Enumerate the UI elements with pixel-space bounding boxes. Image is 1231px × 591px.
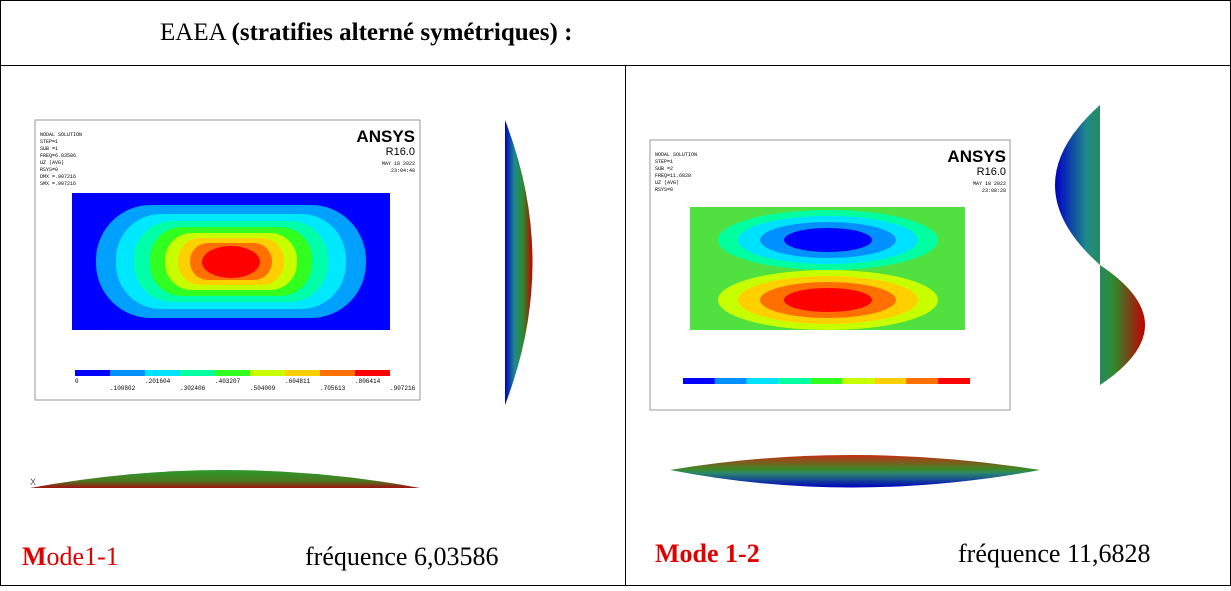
ansys-info: NODAL SOLUTION	[655, 152, 697, 158]
legend-swatch	[906, 378, 938, 384]
bottom-profile	[670, 455, 1040, 488]
ansys-info: UZ (AVG)	[40, 160, 64, 166]
side-profile	[505, 120, 533, 405]
ansys-info: FREQ=6.03586	[40, 153, 76, 159]
contour-core	[202, 246, 260, 278]
legend-swatch	[250, 370, 285, 376]
legend-swatch	[320, 370, 355, 376]
frequency: fréquence 6,03586	[305, 542, 498, 571]
legend-swatch	[285, 370, 320, 376]
ansys-info: STEP=1	[655, 159, 673, 165]
ansys-logo: ANSYS	[947, 147, 1006, 166]
legend-label: .100802	[110, 385, 136, 392]
legend-label: .403207	[215, 378, 241, 385]
legend-swatch	[683, 378, 715, 384]
ansys-date: MAY 18 2022	[382, 161, 415, 167]
ansys-version: R16.0	[386, 146, 415, 158]
legend-swatch	[938, 378, 970, 384]
legend-label: .907216	[390, 385, 416, 392]
mode-label: Mode 1-2	[655, 539, 760, 568]
ansys-info: FREQ=11.6828	[655, 173, 691, 179]
legend-swatch	[779, 378, 811, 384]
ansys-info: UZ (AVG)	[655, 180, 679, 186]
legend-label: .504009	[250, 385, 276, 392]
ansys-info: SUB =1	[40, 146, 58, 152]
ansys-info: NODAL SOLUTION	[40, 132, 82, 138]
ansys-info: RSYS=0	[655, 187, 673, 193]
side-profile	[1055, 105, 1145, 385]
mode-initial: M	[22, 542, 47, 571]
legend-swatch	[811, 378, 843, 384]
legend-swatch	[355, 370, 390, 376]
legend-label: .705613	[320, 385, 346, 392]
ansys-date: 23:08:28	[982, 188, 1006, 194]
legend-swatch	[215, 370, 250, 376]
legend-swatch	[75, 370, 110, 376]
legend-label: 0	[75, 378, 79, 385]
ansys-date: MAY 18 2022	[973, 181, 1006, 187]
frequency: fréquence 11,6828	[958, 539, 1151, 568]
ansys-info: DMX =.907216	[40, 174, 76, 180]
legend-label: .201604	[145, 378, 171, 385]
header: EAEA (stratifies alterné symétriques) :	[160, 19, 572, 46]
ansys-info: SMX =.907216	[40, 181, 76, 187]
contour-core	[784, 228, 872, 252]
axis-marker: X	[30, 477, 36, 487]
document: EAEA (stratifies alterné symétriques) : …	[0, 0, 1231, 586]
mode-rest: ode1-1	[47, 542, 119, 571]
ansys-date: 23:04:48	[391, 168, 415, 174]
mode-label: Mode1-1	[22, 542, 119, 571]
ansys-info: STEP=1	[40, 139, 58, 145]
header-prefix: EAEA	[160, 19, 227, 46]
ansys-info: RSYS=0	[40, 167, 58, 173]
legend-swatch	[747, 378, 779, 384]
ansys-plot-1: 0 .201604 .403207 .604811 .806414 .100802 .302…	[35, 120, 420, 400]
bottom-profile	[30, 470, 420, 488]
legend-swatch	[715, 378, 747, 384]
page: {"header": {"prefix": "EAEA", "title": "…	[0, 0, 1231, 586]
legend-swatch	[874, 378, 906, 384]
legend-swatch	[842, 378, 874, 384]
ansys-version: R16.0	[977, 166, 1006, 178]
legend-label: .806414	[355, 378, 381, 385]
ansys-logo: ANSYS	[356, 127, 415, 146]
legend-swatch	[110, 370, 145, 376]
legend-label: .604811	[285, 378, 311, 385]
header-title: (stratifies alterné symétriques) :	[232, 19, 573, 46]
legend-swatch	[145, 370, 180, 376]
legend-swatch	[180, 370, 215, 376]
contour-core	[784, 288, 872, 312]
legend-label: .302406	[180, 385, 206, 392]
ansys-info: SUB =2	[655, 166, 673, 172]
